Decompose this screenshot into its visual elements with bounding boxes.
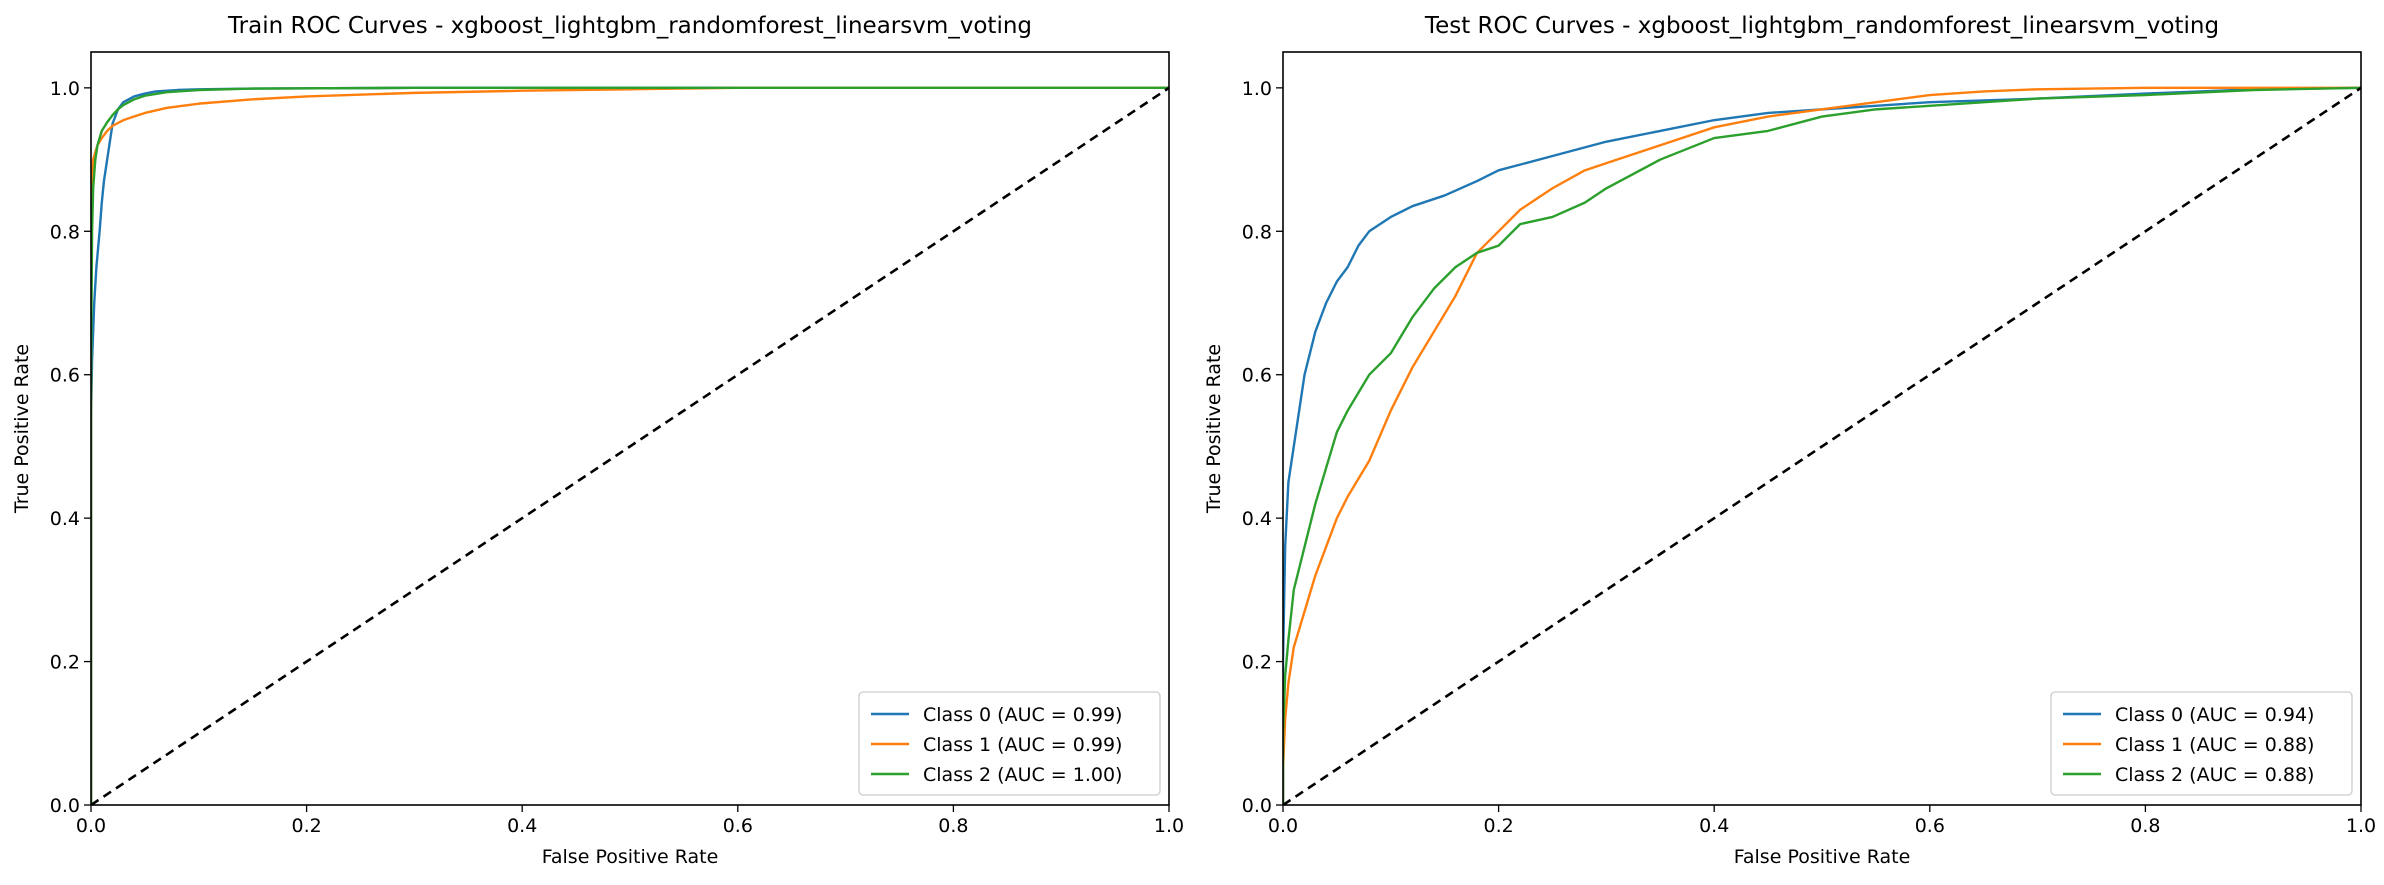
y-tick-label: 0.4 [50,508,80,530]
y-axis-label: True Positive Rate [1203,344,1225,514]
x-axis-label: False Positive Rate [1734,846,1911,868]
legend-entry-label: Class 2 (AUC = 1.00) [923,764,1122,786]
chance-diagonal-line [91,86,1169,805]
y-tick-label: 0.8 [1242,221,1272,243]
y-tick-label: 0.6 [50,365,80,387]
chart-title: Test ROC Curves - xgboost_lightgbm_rando… [1424,13,2219,39]
legend: Class 0 (AUC = 0.99) Class 1 (AUC = 0.99)… [858,691,1161,796]
x-tick-label: 1.0 [1154,815,1184,837]
x-tick-label: 0.2 [291,815,321,837]
y-tick-label: 0.4 [1242,508,1272,530]
legend-box [2050,691,2353,796]
x-tick-label: 0.8 [2130,815,2160,837]
y-axis-label: True Positive Rate [11,344,33,514]
x-tick-label: 0.4 [1699,815,1729,837]
legend-box [858,691,1161,796]
x-tick-label: 0.6 [1915,815,1945,837]
y-tick-label: 0.0 [50,795,80,817]
legend-entry-label: Class 0 (AUC = 0.94) [2115,704,2314,726]
legend-entry-label: Class 1 (AUC = 0.99) [923,734,1122,756]
x-tick-label: 0.0 [76,815,106,837]
x-tick-label: 0.8 [938,815,968,837]
x-tick-label: 1.0 [2346,815,2376,837]
y-tick-label: 0.2 [50,652,80,674]
legend-entry-label: Class 0 (AUC = 0.99) [923,704,1122,726]
legend: Class 0 (AUC = 0.94) Class 1 (AUC = 0.88)… [2050,691,2353,796]
chart-panel-0: 0.0 0.2 0.4 0.6 0.8 1.0 0.0 0.2 0.4 0.6 0.8 1.0 Trai… [11,13,1184,868]
roc-series-line-2 [1283,86,2361,805]
y-tick-label: 1.0 [1242,78,1272,100]
y-tick-label: 0.2 [1242,652,1272,674]
roc-series-line-0 [1283,86,2361,805]
chance-diagonal-line [1283,86,2361,805]
x-axis-label: False Positive Rate [542,846,719,868]
axes-frame [90,51,1170,806]
y-tick-label: 0.8 [50,221,80,243]
y-tick-label: 0.6 [1242,365,1272,387]
roc-series-line-1 [91,86,1169,805]
chart-panel-1: 0.0 0.2 0.4 0.6 0.8 1.0 0.0 0.2 0.4 0.6 0.8 1.0 Test… [1203,13,2376,868]
x-tick-label: 0.2 [1483,815,1513,837]
y-tick-label: 0.0 [1242,795,1272,817]
y-tick-label: 1.0 [50,78,80,100]
legend-entry-label: Class 1 (AUC = 0.88) [2115,734,2314,756]
axes-frame [1282,51,2362,806]
x-tick-label: 0.0 [1268,815,1298,837]
chart-title: Train ROC Curves - xgboost_lightgbm_rand… [227,13,1032,39]
x-tick-label: 0.4 [507,815,537,837]
roc-series-line-2 [91,86,1169,805]
x-tick-label: 0.6 [723,815,753,837]
legend-entry-label: Class 2 (AUC = 0.88) [2115,764,2314,786]
